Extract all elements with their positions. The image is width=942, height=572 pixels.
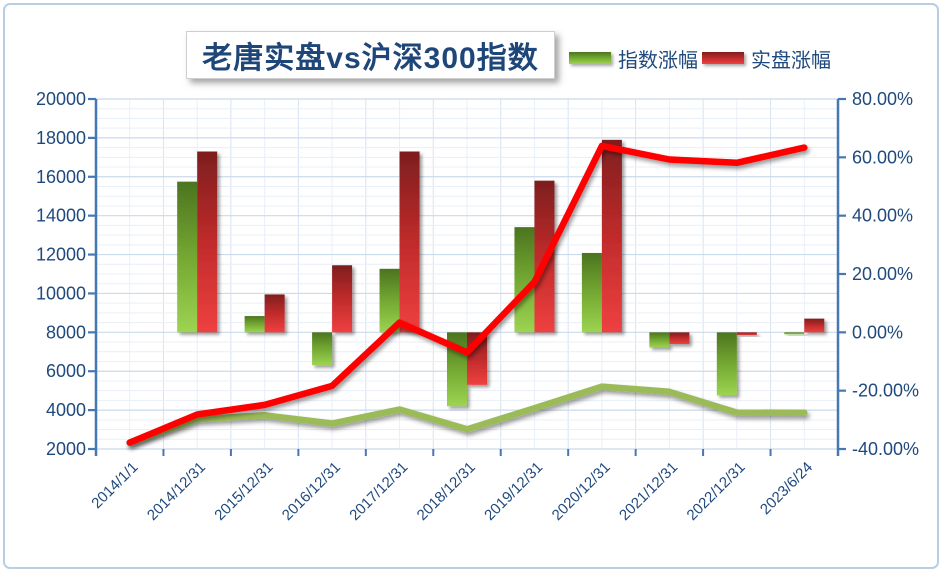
left-axis-label: 18000: [36, 128, 86, 148]
bar-green-2016/12/31: [312, 332, 333, 366]
legend-swatch-green: [569, 52, 611, 64]
right-axis-label: -20.00%: [852, 381, 919, 401]
left-axis-label: 12000: [36, 245, 86, 265]
bar-red-2017/12/31: [399, 151, 420, 333]
legend-item-index-gain: 指数涨幅: [569, 44, 698, 73]
right-axis-label: 60.00%: [852, 147, 913, 167]
x-axis-label: 2019/12/31: [481, 459, 546, 524]
right-axis-label: -40.00%: [852, 439, 919, 459]
bar-red-2014/12/31: [197, 151, 218, 333]
right-axis-label: 0.00%: [852, 322, 903, 342]
red-trend-line: [126, 142, 808, 446]
bar-red-2021/12/31: [669, 332, 690, 344]
bar-green-2017/12/31: [379, 268, 400, 333]
left-axis-label: 20000: [36, 89, 86, 109]
legend-swatch-red: [702, 52, 744, 64]
x-axis-label: 2018/12/31: [414, 459, 479, 524]
legend-item-portfolio-gain: 实盘涨幅: [702, 44, 831, 73]
legend: 指数涨幅 实盘涨幅: [569, 44, 831, 72]
right-axis-label: 80.00%: [852, 89, 913, 109]
chart-title-box: 老唐实盘vs沪深300指数: [186, 31, 555, 79]
bar-red-2022/12/31: [736, 332, 757, 336]
left-axis-label: 10000: [36, 283, 86, 303]
legend-label-index-gain: 指数涨幅: [618, 49, 698, 72]
left-axis-label: 16000: [36, 167, 86, 187]
x-axis-label: 2022/12/31: [684, 459, 749, 524]
left-axis-label: 8000: [46, 322, 86, 342]
bar-green-2015/12/31: [244, 316, 265, 333]
x-axis-label: 2020/12/31: [549, 459, 614, 524]
bar-green-2023/6/24: [784, 332, 805, 335]
left-axis-label: 6000: [46, 361, 86, 381]
chart-title: 老唐实盘vs沪深300指数: [202, 42, 539, 75]
bar-green-2021/12/31: [649, 332, 670, 348]
x-axis-label: 2021/12/31: [616, 459, 681, 524]
bar-green-2020/12/31: [581, 252, 602, 333]
bar-green-2022/12/31: [716, 332, 737, 396]
bar-red-2020/12/31: [601, 139, 622, 333]
right-axis-label: 20.00%: [852, 264, 913, 284]
left-axis-label: 2000: [46, 439, 86, 459]
x-axis-label: 2023/6/24: [757, 459, 816, 518]
x-axis-label: 2017/12/31: [346, 459, 411, 524]
left-axis-label: 4000: [46, 400, 86, 420]
bar-red-2023/6/24: [804, 318, 825, 333]
x-axis-label: 2015/12/31: [211, 459, 276, 524]
bar-red-2016/12/31: [332, 265, 353, 333]
bar-green-2014/12/31: [177, 181, 198, 333]
green-trend-line: [126, 383, 808, 446]
x-axis-label: 2014/1/1: [88, 459, 141, 512]
x-axis-label: 2014/12/31: [144, 459, 209, 524]
x-axis-label: 2016/12/31: [279, 459, 344, 524]
bar-red-2015/12/31: [264, 294, 285, 333]
right-axis-label: 40.00%: [852, 206, 913, 226]
left-axis-label: 14000: [36, 206, 86, 226]
legend-label-portfolio-gain: 实盘涨幅: [751, 49, 831, 72]
bar-green-2019/12/31: [514, 227, 535, 333]
